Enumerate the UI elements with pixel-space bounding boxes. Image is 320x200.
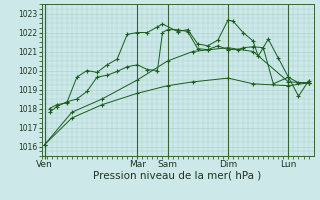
X-axis label: Pression niveau de la mer( hPa ): Pression niveau de la mer( hPa ) (93, 171, 262, 181)
